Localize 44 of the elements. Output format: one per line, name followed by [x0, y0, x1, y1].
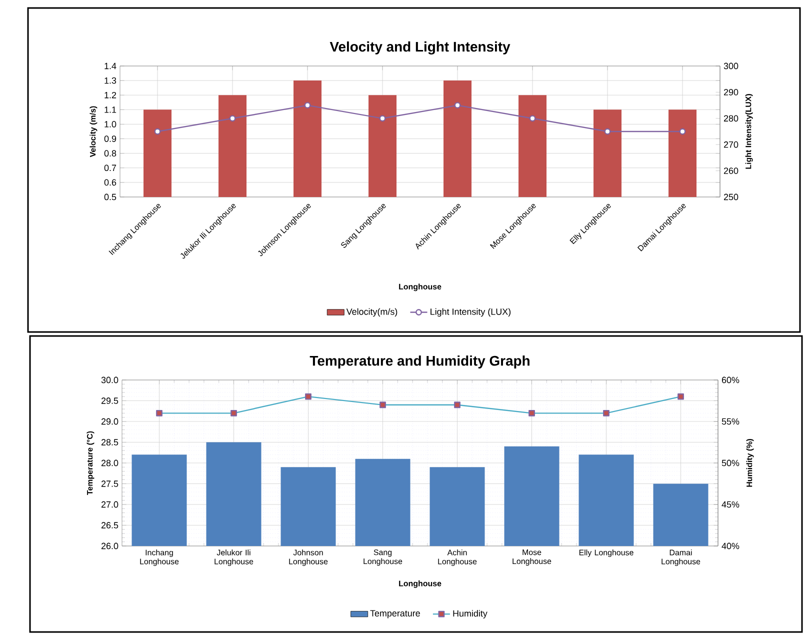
legend-label: Velocity(m/s) [346, 308, 398, 317]
y-tick-label: 0.9 [104, 136, 116, 142]
point [304, 102, 311, 108]
point [604, 128, 611, 135]
y2-tick-label: 40% [722, 542, 740, 550]
y-tick-label: 0.7 [104, 164, 116, 172]
point [379, 115, 386, 122]
y2-tick-label: 60% [722, 376, 740, 384]
y-tick-label: 28.5 [101, 439, 118, 446]
y-tick-label: 28.0 [101, 460, 118, 466]
point [154, 128, 161, 135]
y-tick-label: 0.5 [104, 194, 116, 200]
y2-tick-label: 260 [724, 168, 738, 174]
y2-tick-label: 280 [724, 115, 738, 122]
y2-tick-label: 45% [722, 501, 740, 508]
y-tick-label: 27.0 [101, 501, 118, 508]
y-tick-label: 27.5 [101, 480, 118, 487]
y-tick-label: 1.2 [104, 92, 116, 98]
y2-tick-label: 300 [724, 62, 738, 70]
y-tick-label: 1.4 [104, 62, 116, 70]
chart-title: Velocity and Light Intensity [330, 41, 510, 54]
y-tick-label: 29.5 [101, 398, 118, 404]
legend-label: Light Intensity (LUX) [430, 308, 511, 317]
y-tick-label: 26.0 [101, 542, 118, 550]
y-tick-label: 30.0 [101, 376, 118, 384]
point [454, 102, 461, 108]
legend-label: Temperature [370, 610, 420, 618]
y2-tick-label: 290 [724, 89, 738, 96]
legend-label: Humidity [453, 610, 488, 618]
y2-tick-label: 50% [722, 460, 740, 466]
y-tick-label: 0.8 [104, 150, 116, 156]
y-tick-label: 0.6 [104, 179, 116, 186]
point [529, 115, 536, 122]
point [229, 115, 236, 122]
y2-tick-label: 55% [722, 418, 740, 425]
y-tick-label: 1.3 [104, 77, 116, 84]
y2-tick-label: 250 [724, 194, 738, 200]
y-tick-label: 1.1 [104, 106, 116, 113]
y-tick-label: 29.0 [101, 418, 118, 425]
point [679, 128, 686, 135]
chart-title: Temperature and Humidity Graph [310, 355, 530, 368]
y-tick-label: 1.0 [104, 121, 116, 128]
y-tick-label: 26.5 [101, 522, 118, 528]
y2-tick-label: 270 [724, 141, 738, 148]
